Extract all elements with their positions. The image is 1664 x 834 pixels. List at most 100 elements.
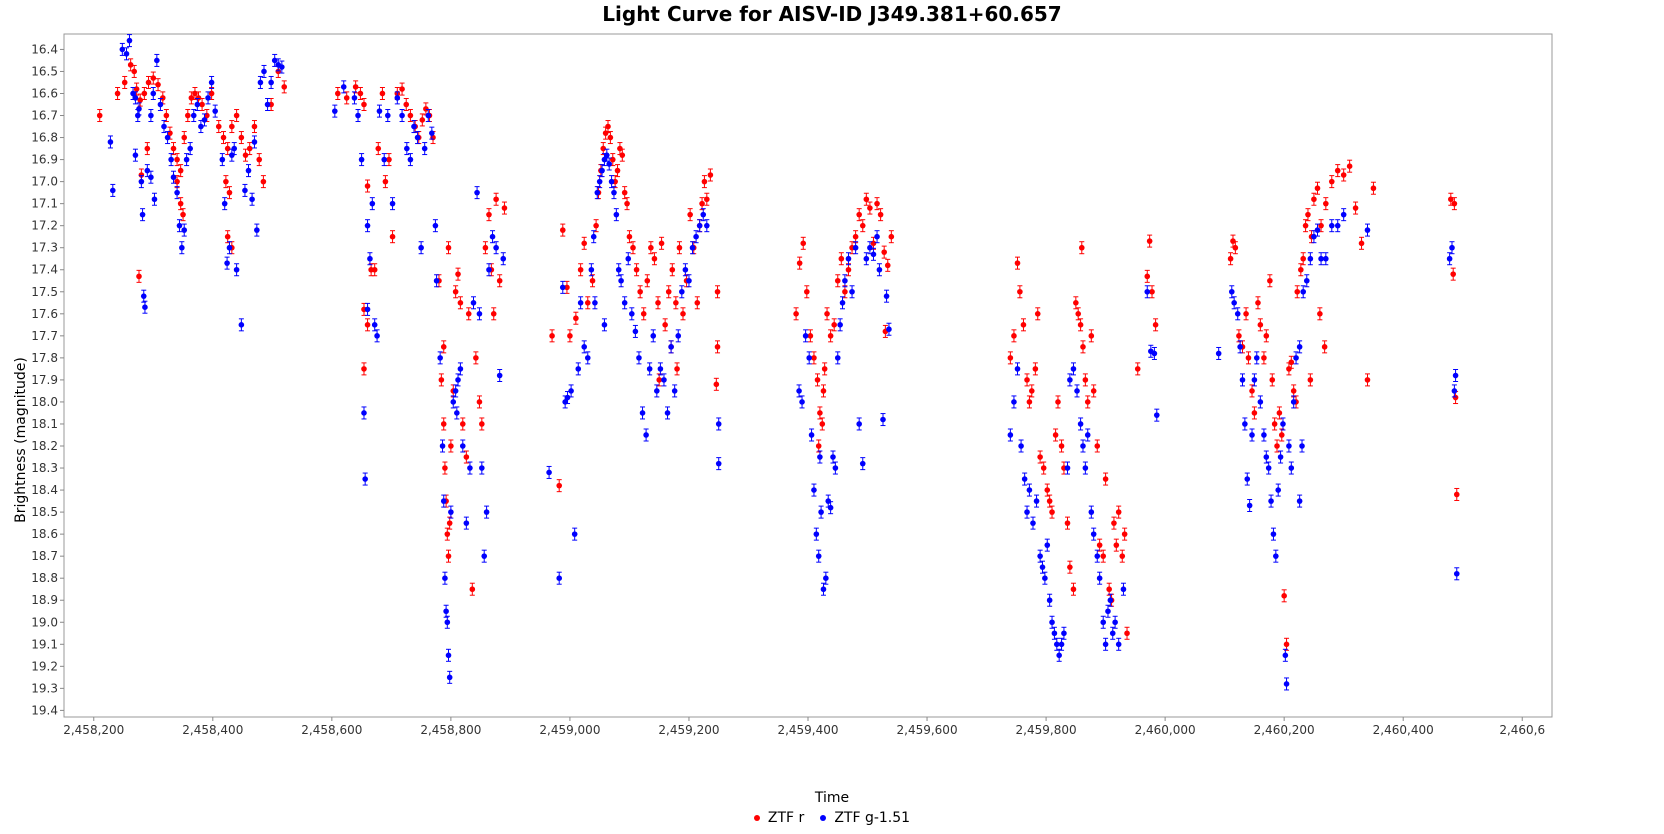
legend-label-ztf-g: ZTF g-1.51 (834, 810, 911, 826)
x-tick-label: 2,459,600 (897, 723, 958, 737)
data-point (1100, 619, 1107, 626)
y-tick-label: 19.2 (31, 659, 58, 673)
data-point (444, 619, 451, 626)
data-point (1282, 652, 1289, 659)
data-point (834, 277, 841, 284)
data-point (215, 123, 222, 130)
data-point (1296, 498, 1303, 504)
data-point (493, 196, 499, 203)
data-point (1294, 288, 1301, 295)
data-point (1107, 597, 1114, 604)
data-point (144, 167, 151, 174)
data-point (121, 79, 128, 86)
data-point (221, 200, 228, 207)
data-point (132, 95, 139, 101)
data-point (399, 86, 405, 92)
data-point (119, 46, 126, 53)
data-point (107, 139, 114, 145)
x-axis-label: Time (814, 790, 850, 806)
data-point (1275, 487, 1282, 493)
data-point (361, 101, 367, 108)
data-point (1082, 465, 1089, 471)
y-axis-ticks: 16.4 16.5 16.6 16.7 16.8 16.9 17.0 17.1 17.2 17.3… (31, 42, 64, 717)
data-point (821, 366, 828, 372)
data-point (592, 299, 598, 306)
data-point (440, 344, 447, 350)
data-point (479, 421, 485, 427)
data-point (1113, 542, 1120, 548)
data-point (374, 333, 380, 339)
data-point (700, 211, 707, 218)
chart-title: Light Curve for AISV-ID J349.381+60.657 (602, 2, 1062, 26)
data-point (877, 211, 884, 218)
data-point (796, 388, 802, 394)
data-point (1236, 333, 1242, 339)
y-tick-label: 18.4 (31, 483, 58, 497)
data-point (371, 266, 378, 273)
data-point (1358, 240, 1365, 247)
data-point (439, 443, 446, 449)
series-ztf-r (96, 58, 1460, 651)
data-point (1049, 619, 1055, 626)
data-point (888, 233, 895, 240)
data-point (1253, 355, 1260, 361)
data-point (176, 222, 183, 229)
data-point (205, 95, 211, 101)
data-point (375, 145, 382, 152)
data-point (493, 244, 499, 251)
data-point (842, 277, 848, 284)
data-point (208, 79, 215, 86)
data-point (148, 112, 154, 119)
data-point (414, 134, 421, 141)
data-point (662, 322, 668, 328)
data-point (264, 101, 271, 108)
data-point (131, 68, 138, 75)
data-point (815, 443, 822, 449)
y-tick-label: 19.4 (31, 703, 58, 717)
data-point (594, 189, 601, 196)
data-point (242, 187, 248, 194)
legend-marker-ztf-r (753, 815, 760, 821)
data-point (127, 62, 134, 68)
data-point (1052, 432, 1059, 438)
data-point (643, 432, 649, 438)
data-point (1039, 564, 1046, 570)
data-point (407, 156, 414, 163)
data-point (1051, 630, 1058, 637)
data-point (1096, 542, 1103, 548)
x-tick-label: 2,460,200 (1254, 723, 1315, 737)
data-point (446, 520, 453, 526)
data-point (459, 443, 466, 449)
data-point (589, 277, 596, 284)
data-point (1055, 399, 1061, 405)
data-point (1037, 553, 1043, 559)
data-point (226, 189, 233, 196)
data-point (181, 227, 188, 233)
data-point (183, 156, 190, 163)
data-point (1153, 412, 1160, 418)
x-tick-label: 2,459,800 (1016, 723, 1077, 737)
data-point (1261, 355, 1267, 361)
y-tick-label: 17.8 (31, 351, 58, 365)
data-point (707, 172, 714, 178)
data-point (1020, 322, 1027, 328)
data-point (470, 299, 477, 306)
x-tick-label: 2,460,400 (1373, 723, 1434, 737)
data-point (358, 156, 365, 163)
data-point (376, 108, 383, 114)
data-point (180, 211, 186, 218)
data-point (1288, 465, 1295, 471)
data-point (1328, 178, 1335, 185)
data-point (655, 299, 661, 306)
data-point (352, 84, 359, 90)
data-point (1237, 344, 1243, 350)
data-point (1302, 222, 1309, 229)
y-tick-label: 17.2 (31, 219, 58, 233)
data-point (170, 145, 177, 152)
data-point (1074, 388, 1080, 394)
data-point (1323, 255, 1329, 262)
data-point (148, 174, 154, 181)
data-point (1119, 553, 1126, 559)
data-point (340, 84, 347, 90)
data-point (123, 51, 130, 57)
